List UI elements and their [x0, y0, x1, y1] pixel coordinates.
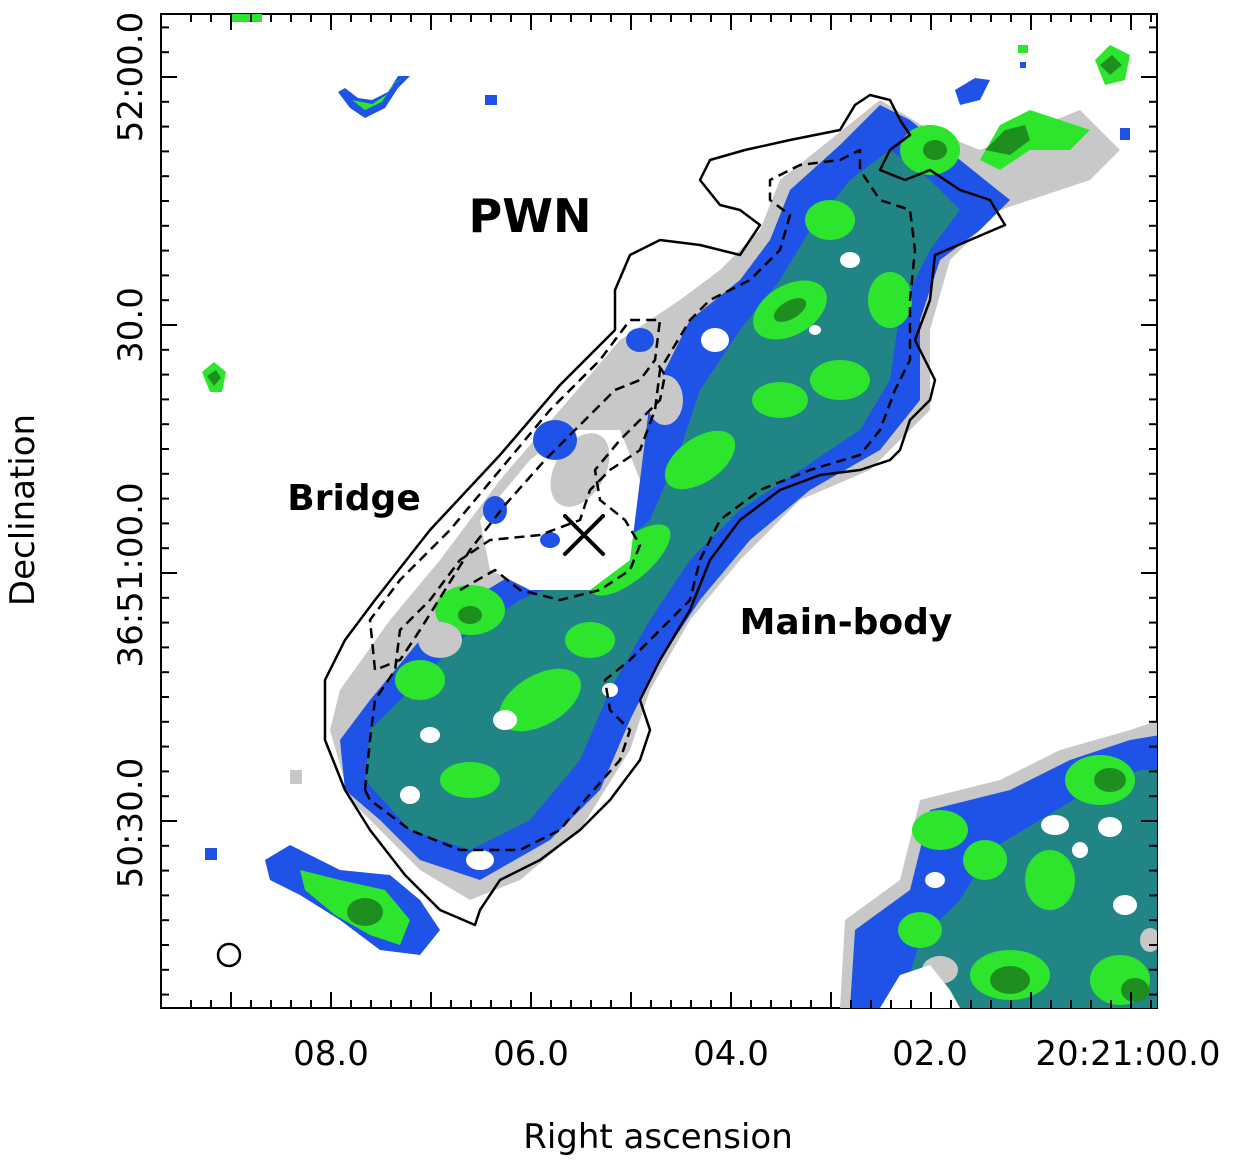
label-pwn: PWN — [469, 189, 592, 243]
pulsar-cross-marker — [563, 514, 605, 556]
emission-bridge-blue-patches — [483, 328, 654, 548]
upper-right-emission — [955, 45, 1130, 180]
axis-ticks — [161, 14, 1157, 1008]
y-axis-title: Declination — [3, 414, 43, 606]
x-tick-label: 08.0 — [293, 1034, 369, 1074]
label-main-body: Main-body — [740, 602, 953, 643]
x-tick-label: 20:21:00.0 — [1035, 1034, 1220, 1074]
label-bridge: Bridge — [287, 478, 421, 519]
y-tick-label: 30.0 — [111, 287, 151, 363]
lower-right-emission — [840, 721, 1157, 1008]
dashed-contour-main-body — [363, 148, 917, 852]
main-structure-emission — [330, 100, 1120, 900]
dashed-contour-hole — [459, 359, 667, 602]
dashed-contour-bridge — [368, 318, 662, 672]
x-tick-labels: 08.0 06.0 04.0 02.0 20:21:00.0 — [293, 1034, 1220, 1074]
emission-dark-green-cores — [458, 140, 947, 624]
lower-left-emission — [205, 845, 440, 955]
y-tick-label: 36:51:00.0 — [111, 482, 151, 667]
beam-size-circle — [216, 942, 242, 968]
x-tick-label: 02.0 — [892, 1034, 968, 1074]
y-tick-label: 52:00.0 — [111, 12, 151, 142]
x-axis-title: Right ascension — [523, 1117, 793, 1157]
intensity-map — [202, 14, 1157, 1008]
x-tick-label: 06.0 — [493, 1034, 569, 1074]
y-tick-labels: 52:00.0 30.0 36:51:00.0 50:30.0 — [111, 12, 151, 888]
x-tick-label: 04.0 — [693, 1034, 769, 1074]
solid-contour — [323, 93, 1007, 927]
contours — [323, 93, 1007, 927]
y-tick-label: 50:30.0 — [111, 758, 151, 888]
upper-left-emission — [202, 14, 497, 784]
